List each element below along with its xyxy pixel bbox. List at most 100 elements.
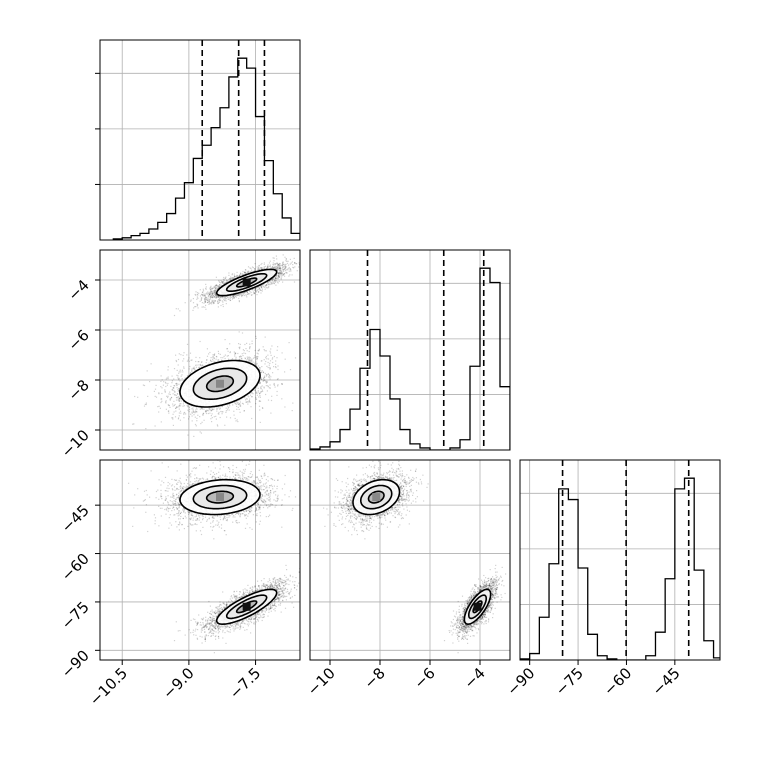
scatter-point bbox=[188, 357, 189, 358]
scatter-point bbox=[144, 406, 145, 407]
scatter-point bbox=[199, 357, 200, 358]
scatter-point bbox=[201, 294, 202, 295]
scatter-point bbox=[282, 268, 283, 269]
scatter-point bbox=[232, 295, 233, 296]
scatter-point bbox=[211, 301, 212, 302]
scatter-point bbox=[227, 409, 228, 410]
scatter-point bbox=[245, 348, 246, 349]
scatter-point bbox=[183, 366, 184, 367]
scatter-point bbox=[183, 403, 184, 404]
scatter-point bbox=[251, 270, 252, 271]
scatter-point bbox=[243, 294, 244, 295]
scatter-point bbox=[223, 280, 224, 281]
scatter-point bbox=[226, 417, 227, 418]
scatter-point bbox=[208, 298, 209, 299]
scatter-point bbox=[166, 400, 167, 401]
scatter-point bbox=[236, 406, 237, 407]
scatter-point bbox=[281, 275, 282, 276]
scatter-point bbox=[173, 414, 174, 415]
scatter-point bbox=[201, 299, 202, 300]
scatter-point bbox=[222, 300, 223, 301]
scatter-point bbox=[174, 391, 175, 392]
scatter-point bbox=[206, 411, 207, 412]
scatter-point bbox=[295, 263, 296, 264]
scatter-point bbox=[256, 294, 257, 295]
scatter-point bbox=[180, 405, 181, 406]
scatter-point bbox=[233, 298, 234, 299]
scatter-point bbox=[201, 433, 202, 434]
scatter-point bbox=[252, 341, 253, 342]
scatter-point bbox=[256, 338, 257, 339]
scatter-point bbox=[212, 288, 213, 289]
scatter-point bbox=[200, 289, 201, 290]
scatter-point bbox=[261, 391, 262, 392]
scatter-point bbox=[201, 362, 202, 363]
scatter-point bbox=[203, 409, 204, 410]
scatter-point bbox=[212, 413, 213, 414]
scatter-point bbox=[205, 309, 206, 310]
scatter-point bbox=[232, 297, 233, 298]
scatter-point bbox=[228, 351, 229, 352]
scatter-point bbox=[184, 405, 185, 406]
scatter-point bbox=[278, 274, 279, 275]
scatter-point bbox=[281, 398, 282, 399]
scatter-point bbox=[276, 263, 277, 264]
scatter-point bbox=[217, 285, 218, 286]
scatter-point bbox=[209, 299, 210, 300]
scatter-point bbox=[249, 344, 250, 345]
scatter-point bbox=[200, 409, 201, 410]
scatter-point bbox=[278, 278, 279, 279]
scatter-point bbox=[253, 358, 254, 359]
scatter-point bbox=[273, 260, 274, 261]
scatter-point bbox=[199, 416, 200, 417]
scatter-point bbox=[227, 297, 228, 298]
scatter-point bbox=[234, 274, 235, 275]
scatter-point bbox=[220, 280, 221, 281]
scatter-point bbox=[252, 343, 253, 344]
scatter-point bbox=[230, 417, 231, 418]
scatter-point bbox=[220, 297, 221, 298]
scatter-point bbox=[270, 348, 271, 349]
scatter-point bbox=[161, 398, 162, 399]
scatter-point bbox=[167, 397, 168, 398]
scatter-point bbox=[261, 360, 262, 361]
scatter-point bbox=[206, 297, 207, 298]
scatter-point bbox=[174, 405, 175, 406]
scatter-point bbox=[168, 413, 169, 414]
scatter-point bbox=[179, 415, 180, 416]
scatter-point bbox=[242, 355, 243, 356]
scatter-point bbox=[237, 276, 238, 277]
scatter-point bbox=[276, 266, 277, 267]
scatter-point bbox=[284, 276, 285, 277]
scatter-point bbox=[262, 385, 263, 386]
scatter-point bbox=[246, 295, 247, 296]
scatter-point bbox=[179, 380, 180, 381]
scatter-point bbox=[233, 411, 234, 412]
scatter-point bbox=[272, 362, 273, 363]
scatter-point bbox=[293, 267, 294, 268]
scatter-point bbox=[260, 422, 261, 423]
scatter-point bbox=[260, 292, 261, 293]
scatter-point bbox=[200, 341, 201, 342]
scatter-point bbox=[196, 418, 197, 419]
scatter-point bbox=[211, 357, 212, 358]
scatter-point bbox=[212, 359, 213, 360]
scatter-point bbox=[151, 363, 152, 364]
scatter-point bbox=[255, 290, 256, 291]
scatter-point bbox=[190, 414, 191, 415]
scatter-point bbox=[249, 348, 250, 349]
scatter-point bbox=[178, 364, 179, 365]
scatter-point bbox=[273, 257, 274, 258]
scatter-point bbox=[222, 357, 223, 358]
scatter-point bbox=[242, 403, 243, 404]
scatter-point bbox=[184, 378, 185, 379]
scatter-point bbox=[243, 353, 244, 354]
scatter-point bbox=[169, 392, 170, 393]
scatter-point bbox=[282, 263, 283, 264]
scatter-point bbox=[270, 352, 271, 353]
scatter-point bbox=[143, 385, 144, 386]
scatter-point bbox=[311, 257, 312, 258]
scatter-point bbox=[205, 300, 206, 301]
scatter-point bbox=[234, 351, 235, 352]
scatter-point bbox=[263, 346, 264, 347]
